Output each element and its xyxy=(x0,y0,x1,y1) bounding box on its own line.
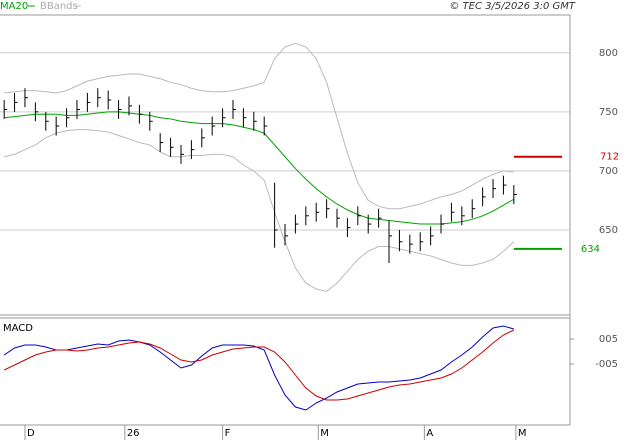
y-tick-label: 750 xyxy=(599,107,618,118)
x-tick-label: M xyxy=(320,428,329,439)
panel-title: MACD xyxy=(3,323,33,334)
legend-entry: BBands xyxy=(40,1,78,12)
macd-line xyxy=(3,329,515,401)
x-tick-label: 26 xyxy=(127,428,140,439)
ma20-line xyxy=(4,111,515,225)
y-tick-label: 700 xyxy=(599,166,618,177)
x-tick-label: F xyxy=(225,428,231,439)
bband-line xyxy=(4,129,515,292)
x-tick-label: A xyxy=(426,428,433,439)
legend-entry: MA20 xyxy=(0,1,28,12)
copyright: © TEC 3/5/2026 3:0 GMT xyxy=(449,1,576,12)
y-tick-label: 650 xyxy=(599,225,618,236)
level-label: 634 xyxy=(581,244,600,255)
y-tick-label: -005 xyxy=(595,359,618,370)
bband-line xyxy=(4,42,514,210)
x-tick-label: M xyxy=(518,428,527,439)
macd-line xyxy=(3,325,514,411)
y-tick-label: 800 xyxy=(599,48,618,59)
level-label: 712 xyxy=(600,152,619,163)
x-tick-label: D xyxy=(27,428,35,439)
y-tick-label: 005 xyxy=(599,334,618,345)
